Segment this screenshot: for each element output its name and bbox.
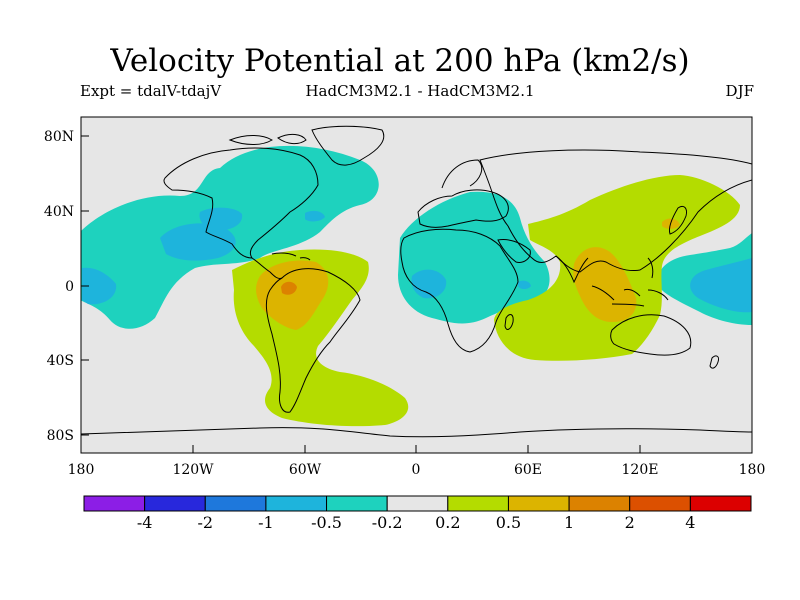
colorbar-label: 1 xyxy=(564,513,574,532)
lat-tick-label: 80N xyxy=(44,129,74,145)
lon-tick-label: 180 xyxy=(739,462,766,478)
chart-title: Velocity Potential at 200 hPa (km2/s) xyxy=(110,43,690,79)
coastline-africa xyxy=(400,228,519,353)
lat-tick-label: 80S xyxy=(47,428,74,444)
coastline-north-america xyxy=(163,147,319,259)
colorbar-label: -4 xyxy=(137,513,153,532)
lon-tick-labels: 180 120W 60W 0 60E 120E 180 xyxy=(68,462,766,478)
colorbar-swatch xyxy=(83,495,146,512)
colorbar-swatch xyxy=(326,495,388,512)
experiment-label: Expt = tdalV-tdajV xyxy=(80,82,222,100)
lon-tick-label: 60E xyxy=(514,462,542,478)
negative-core-africa-east xyxy=(518,280,531,289)
coastline-arabia xyxy=(497,239,531,263)
colorbar-label: -0.5 xyxy=(311,513,342,532)
positive-core-amazon xyxy=(256,260,329,330)
lat-tick-label: 0 xyxy=(65,279,74,295)
colorbar-swatch xyxy=(447,495,509,512)
lat-tick-label: 40N xyxy=(44,204,74,220)
colorbar-swatch xyxy=(629,495,691,512)
coastline-south-america xyxy=(265,268,361,413)
colorbar-label: -2 xyxy=(197,513,213,532)
coastline-indonesia xyxy=(591,257,669,307)
colorbar-label: 0.2 xyxy=(435,513,460,532)
negative-core-eastpac xyxy=(82,267,117,305)
colorbar-label: 4 xyxy=(685,513,695,532)
colorbar-label: -0.2 xyxy=(372,513,403,532)
lon-tick-label: 120E xyxy=(622,462,659,478)
colorbar-label: -1 xyxy=(258,513,274,532)
colorbar-swatch xyxy=(144,495,206,512)
negative-core-west-pacific xyxy=(690,258,752,313)
colorbar-swatch xyxy=(568,495,631,512)
lon-tick-label: 180 xyxy=(68,462,95,478)
coastline-scandinavia xyxy=(441,159,483,189)
coastline-india xyxy=(555,255,589,284)
coastline-asia xyxy=(479,149,752,273)
coastline-antarctica xyxy=(81,427,752,438)
lon-tick-label: 60W xyxy=(289,462,322,478)
positive-peak-amazon xyxy=(281,281,297,295)
coastline-australia xyxy=(610,314,692,356)
colorbar-swatch xyxy=(386,495,449,512)
coastline-new-zealand xyxy=(709,355,719,369)
lon-tick-label: 120W xyxy=(172,462,214,478)
negative-core-atlantic-ne xyxy=(305,210,325,222)
coastline-central-america xyxy=(251,257,283,279)
coastline-greenland xyxy=(311,125,385,166)
colorbar-swatch xyxy=(507,495,570,512)
lat-tick-label: 40S xyxy=(47,353,74,369)
colorbar-label: 0.5 xyxy=(496,513,521,532)
coastline-caribbean xyxy=(271,252,311,261)
colorbar-swatch xyxy=(204,495,267,512)
negative-core-africa xyxy=(411,269,447,299)
season-label: DJF xyxy=(725,82,754,100)
lat-tick-labels: 80N 40N 0 40S 80S xyxy=(44,129,74,444)
coastline-madagascar xyxy=(504,314,514,330)
coastline-arctic-islands xyxy=(228,133,307,145)
colorbar-label: 2 xyxy=(625,513,635,532)
colorbar-swatch xyxy=(689,495,752,512)
negative-core-atlantic-nw xyxy=(199,207,243,231)
colorbar: -4 -2 -1 -0.5 -0.2 0.2 0.5 1 2 4 xyxy=(83,495,752,532)
coastline-europe xyxy=(417,189,509,228)
contour-fill-layer xyxy=(81,145,752,427)
colorbar-swatch xyxy=(265,495,328,512)
negative-core-pacific xyxy=(160,223,236,261)
coastline-japan xyxy=(669,205,687,235)
model-label: HadCM3M2.1 - HadCM3M2.1 xyxy=(305,82,535,100)
axis-ticks xyxy=(80,135,753,453)
coastline-layer xyxy=(81,125,752,438)
lon-tick-label: 0 xyxy=(412,462,421,478)
